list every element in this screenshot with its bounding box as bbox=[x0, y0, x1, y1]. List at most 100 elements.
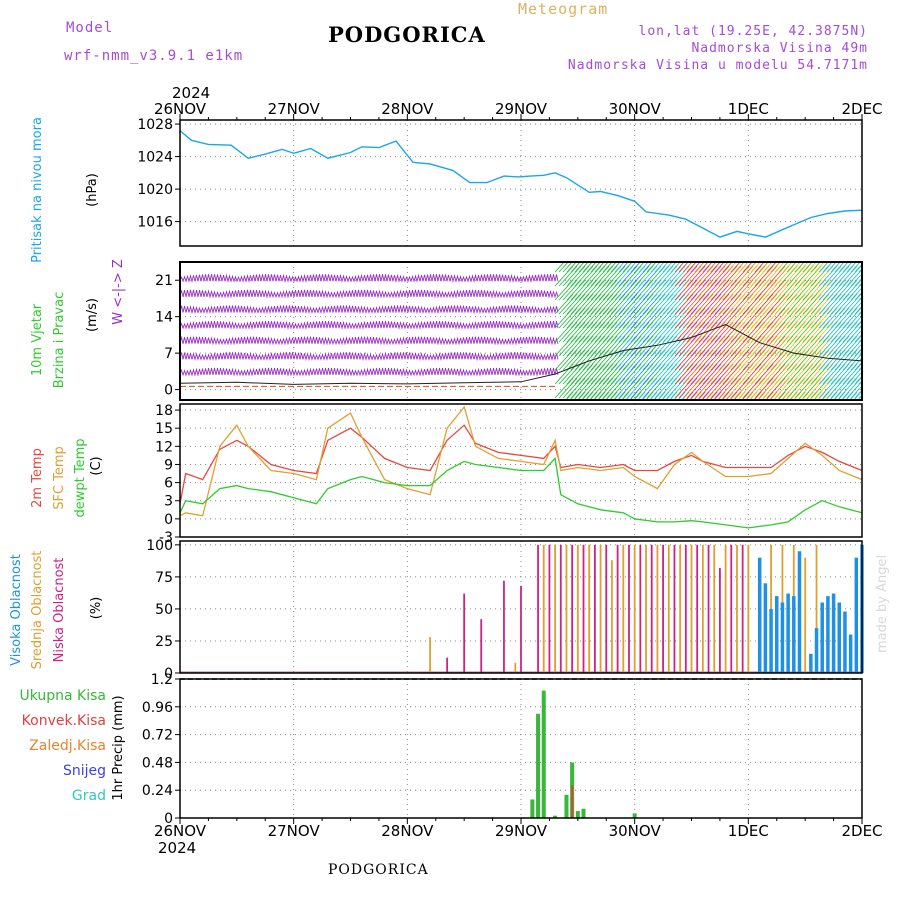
high-cloud-bar bbox=[854, 557, 859, 673]
wind-barb bbox=[586, 262, 597, 273]
wind-barb bbox=[686, 262, 697, 273]
x-tick-label-bottom: 2DEC bbox=[841, 822, 882, 840]
wind-barb bbox=[646, 262, 657, 273]
wind-barb bbox=[638, 262, 649, 273]
mid-cloud-bar bbox=[701, 544, 704, 673]
temp2m-axis-title: 2m Temp bbox=[30, 448, 45, 508]
wind-barb bbox=[558, 262, 569, 273]
wind-barb bbox=[806, 262, 817, 273]
wind-barb bbox=[730, 262, 741, 273]
wind-barb bbox=[614, 262, 625, 273]
cloud-ytick-label: 0 bbox=[164, 666, 173, 682]
low-cloud-bar bbox=[548, 544, 551, 673]
low-cloud-bar bbox=[696, 544, 699, 673]
cloud-ytick-label: 25 bbox=[155, 634, 173, 650]
temp2m-line bbox=[179, 424, 863, 504]
wind-barb bbox=[854, 389, 862, 399]
pressure-ytick-label: 1028 bbox=[137, 117, 173, 133]
wind-barb-row bbox=[180, 351, 559, 362]
wind-barb bbox=[562, 262, 573, 273]
mid-cloud-bar bbox=[542, 544, 545, 673]
wind-barb bbox=[618, 262, 629, 273]
high-cloud-bar bbox=[831, 593, 836, 673]
wind-axis-subtitle: Brzina i Pravac bbox=[52, 292, 67, 389]
wind-barb bbox=[850, 385, 862, 399]
high-cloud-bar bbox=[797, 551, 802, 673]
mid-cloud-bar bbox=[588, 544, 591, 673]
wind-barb bbox=[834, 262, 845, 273]
precip-total-bar bbox=[564, 794, 569, 818]
wind-barb bbox=[814, 262, 825, 273]
low-cloud-bar bbox=[673, 544, 676, 673]
wind-ytick-label: 7 bbox=[164, 346, 173, 362]
wind-barb bbox=[854, 291, 862, 301]
wind-barb bbox=[706, 262, 717, 273]
x-tick-label-top: 29NOV bbox=[495, 100, 548, 118]
mid-cloud-bar bbox=[724, 544, 727, 673]
low-cloud-bar bbox=[520, 585, 522, 673]
wind-barb bbox=[606, 262, 617, 273]
pressure-frame bbox=[179, 119, 863, 247]
model-label: Model bbox=[66, 20, 114, 36]
wind-barb bbox=[658, 262, 669, 273]
wind-barb bbox=[554, 262, 565, 273]
mid-cloud-bar bbox=[599, 544, 602, 673]
wind-barb bbox=[846, 296, 862, 315]
wind-barb bbox=[634, 262, 645, 273]
temp-unit-label: (C) bbox=[89, 456, 104, 475]
wind-barb bbox=[594, 262, 605, 273]
precip-total-bar bbox=[575, 811, 580, 818]
credit-watermark: made by Angel bbox=[875, 555, 890, 653]
low-cloud-bar bbox=[741, 544, 744, 673]
temperature-ytick-label: 0 bbox=[164, 512, 173, 528]
precip-legend-item: Grad bbox=[72, 788, 106, 804]
mid-cloud-bar bbox=[679, 544, 682, 673]
mid-cloud-bar bbox=[576, 544, 579, 673]
low-cloud-bar bbox=[571, 544, 574, 673]
wind-barb bbox=[854, 375, 862, 385]
wind-barb bbox=[750, 262, 761, 273]
precip-legend-item: Zaledj.Kisa bbox=[29, 738, 106, 754]
wind-barb bbox=[846, 282, 862, 301]
wind-barb bbox=[850, 315, 862, 329]
wind-barb bbox=[850, 262, 861, 273]
wind-barb bbox=[674, 262, 685, 273]
precip-ytick-label: 0.24 bbox=[142, 783, 173, 799]
wind-barb bbox=[726, 262, 737, 273]
wind-barb bbox=[794, 262, 805, 273]
x-tick-label-bottom: 29NOV bbox=[495, 822, 548, 840]
high-cloud-axis-title: Visoka Oblacnost bbox=[9, 554, 24, 666]
cloud-ytick-label: 50 bbox=[155, 602, 173, 618]
wind-barb bbox=[766, 262, 777, 273]
wind-barb bbox=[854, 263, 862, 273]
temperature-frame bbox=[179, 403, 863, 538]
low-cloud-bar bbox=[719, 567, 721, 673]
high-cloud-bar bbox=[848, 634, 853, 673]
low-cloud-bar bbox=[628, 544, 630, 673]
precip-ytick-label: 0.48 bbox=[142, 755, 173, 771]
cloud-ytick-label: 75 bbox=[155, 570, 173, 586]
low-cloud-axis-title: Niska Oblacnost bbox=[52, 558, 67, 663]
wind-barb bbox=[850, 371, 862, 385]
wind-barb bbox=[598, 262, 609, 273]
wind-barb bbox=[626, 262, 637, 273]
wind-barb bbox=[578, 262, 589, 273]
mid-cloud-bar bbox=[554, 544, 556, 673]
x-tick-label-top: 28NOV bbox=[381, 100, 434, 118]
mid-cloud-bar bbox=[514, 662, 517, 673]
precip-conv-bar bbox=[571, 785, 574, 818]
pressure-unit-label: (hPa) bbox=[85, 173, 100, 207]
mid-cloud-bar bbox=[565, 544, 568, 673]
wind-barb bbox=[822, 262, 833, 273]
wind-barb bbox=[778, 262, 789, 273]
wind-barb bbox=[622, 262, 633, 273]
wind-barb bbox=[662, 262, 673, 273]
credit-text: made by Angel bbox=[875, 555, 890, 653]
low-cloud-bar bbox=[593, 544, 596, 673]
low-cloud-bar bbox=[639, 544, 642, 673]
mid-cloud-bar bbox=[633, 544, 636, 673]
wind-barb-row bbox=[180, 289, 559, 299]
wind-barb bbox=[782, 262, 793, 273]
x-tick-label-top: 26NOV bbox=[154, 100, 207, 118]
wind-barb-row bbox=[180, 304, 559, 315]
